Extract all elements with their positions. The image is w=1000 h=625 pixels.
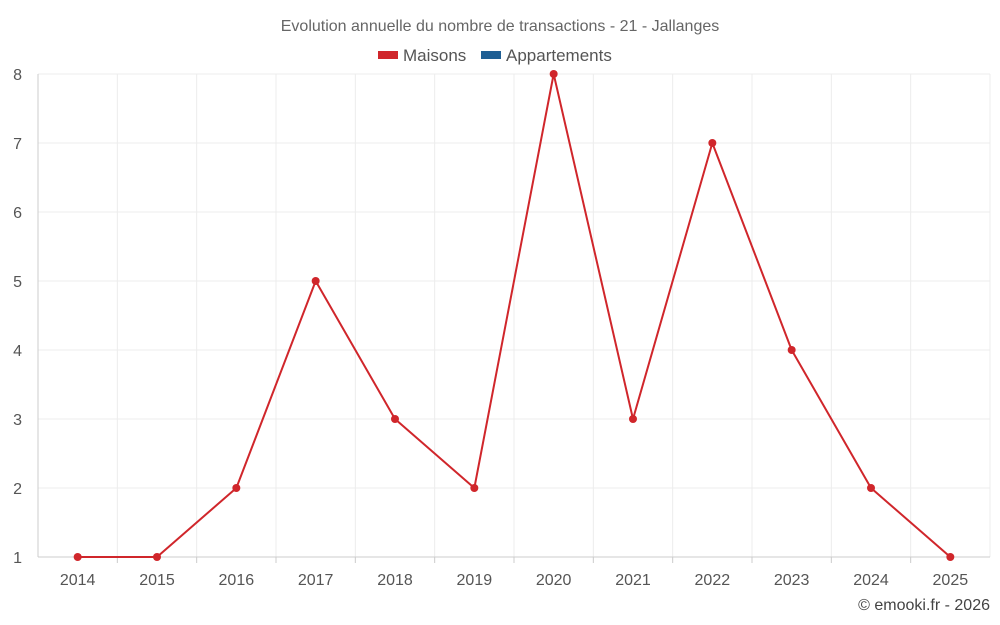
x-tick-label: 2022	[695, 572, 731, 589]
x-tick-label: 2018	[377, 572, 413, 589]
x-tick-label: 2023	[774, 572, 810, 589]
y-tick-label: 4	[13, 343, 22, 360]
credit: © emooki.fr - 2026	[858, 597, 990, 614]
chart-title: Evolution annuelle du nombre de transact…	[281, 18, 720, 35]
y-tick-label: 7	[13, 136, 22, 153]
data-point-maisons	[867, 484, 875, 492]
legend-item-appartements[interactable]: Appartements	[481, 46, 612, 65]
x-axis-ticks: 2014 2015 2016 2017 2018 2019 2020 2021 2022 2023…	[60, 557, 968, 589]
legend-item-maisons[interactable]: Maisons	[378, 46, 466, 65]
series-line-maisons	[77, 73, 951, 558]
x-tick-label: 2017	[298, 572, 334, 589]
x-tick-label: 2019	[457, 572, 493, 589]
legend: Maisons Appartements	[378, 46, 612, 65]
grid	[38, 73, 991, 557]
data-point-maisons	[391, 415, 399, 423]
data-point-maisons	[946, 553, 955, 561]
y-tick-label: 8	[13, 67, 22, 84]
data-point-maisons	[708, 139, 717, 147]
y-axis-ticks: 1 2 3 4 5 6 7 8	[13, 67, 22, 567]
y-tick-label: 1	[13, 550, 22, 567]
x-tick-label: 2016	[219, 572, 255, 589]
data-point-maisons	[629, 415, 637, 423]
data-point-maisons	[153, 553, 161, 561]
x-tick-label: 2020	[536, 572, 572, 589]
data-point-maisons	[232, 484, 241, 492]
data-point-maisons	[787, 346, 796, 354]
data-point-maisons	[470, 484, 479, 492]
x-tick-label: 2021	[615, 572, 651, 589]
x-tick-label: 2015	[139, 572, 175, 589]
x-tick-label: 2014	[60, 572, 96, 589]
data-point-maisons	[73, 553, 82, 561]
y-tick-label: 5	[13, 274, 22, 291]
legend-label-appartements: Appartements	[506, 46, 612, 65]
y-tick-label: 2	[13, 481, 22, 498]
legend-swatch-maisons	[378, 51, 398, 59]
legend-label-maisons: Maisons	[403, 46, 466, 65]
data-point-maisons	[311, 277, 320, 285]
y-tick-label: 6	[13, 205, 22, 222]
series-maisons	[73, 70, 955, 561]
y-tick-label: 3	[13, 412, 22, 429]
x-tick-label: 2024	[853, 572, 889, 589]
x-tick-label: 2025	[933, 572, 969, 589]
data-point-maisons	[549, 70, 558, 78]
legend-swatch-appartements	[481, 51, 501, 59]
